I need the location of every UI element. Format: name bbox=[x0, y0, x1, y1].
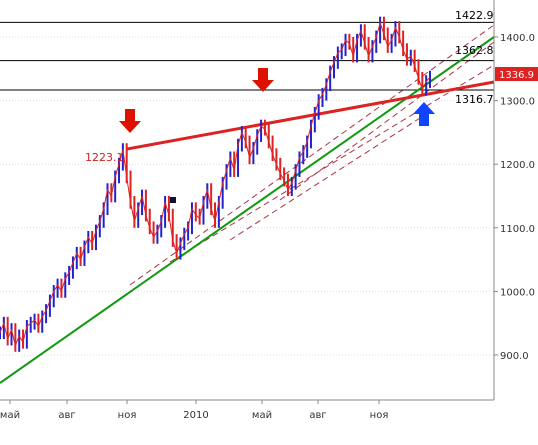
channel-line bbox=[229, 117, 421, 241]
y-tick-label: 1100.0 bbox=[500, 224, 535, 235]
y-tick-label: 1200.0 bbox=[500, 160, 535, 171]
y-tick-label: 900.0 bbox=[500, 351, 529, 362]
x-tick-label: авг bbox=[309, 410, 326, 421]
point-marker bbox=[170, 197, 176, 203]
arrow-down-icon bbox=[119, 109, 141, 133]
channel-line bbox=[129, 24, 495, 286]
y-axis-ticks: 1400.0 1300.0 1200.0 1100.0 1000.0 900.0 bbox=[494, 33, 535, 362]
x-tick-label: ноя bbox=[370, 410, 389, 421]
grid-lines bbox=[0, 36, 494, 356]
markers bbox=[119, 68, 435, 203]
x-tick-label: 2010 bbox=[183, 410, 208, 421]
x-tick-label: авг bbox=[58, 410, 75, 421]
arrow-up-icon bbox=[413, 102, 435, 126]
plot-background bbox=[0, 0, 494, 400]
x-tick-label: май bbox=[252, 410, 272, 421]
x-axis-ticks: май авг ноя 2010 май авг ноя bbox=[0, 400, 388, 421]
price-line bbox=[0, 21, 431, 348]
x-tick-label: май bbox=[0, 410, 20, 421]
annotation-label: 1223.1 bbox=[85, 151, 124, 164]
channel-line bbox=[169, 64, 495, 263]
support-trend-line bbox=[0, 36, 495, 384]
y-tick-label: 1400.0 bbox=[500, 33, 535, 44]
resistance-trend-line bbox=[126, 80, 495, 151]
arrow-down-icon bbox=[252, 68, 274, 92]
level-label-mid: 1362.8 bbox=[455, 44, 494, 57]
current-price-box bbox=[495, 67, 538, 81]
channel-line bbox=[279, 41, 495, 201]
y-tick-label: 1000.0 bbox=[500, 287, 535, 298]
channel-lines bbox=[129, 24, 495, 286]
price-bars bbox=[0, 16, 431, 352]
current-price-tag: 1336.9 bbox=[495, 67, 538, 81]
level-label-top: 1422.9 bbox=[455, 9, 494, 22]
trend-lines bbox=[0, 36, 495, 384]
y-tick-label: 1300.0 bbox=[500, 97, 535, 108]
x-tick-label: ноя bbox=[118, 410, 137, 421]
level-label-low: 1316.7 bbox=[455, 93, 494, 106]
current-price-label: 1336.9 bbox=[499, 70, 534, 81]
